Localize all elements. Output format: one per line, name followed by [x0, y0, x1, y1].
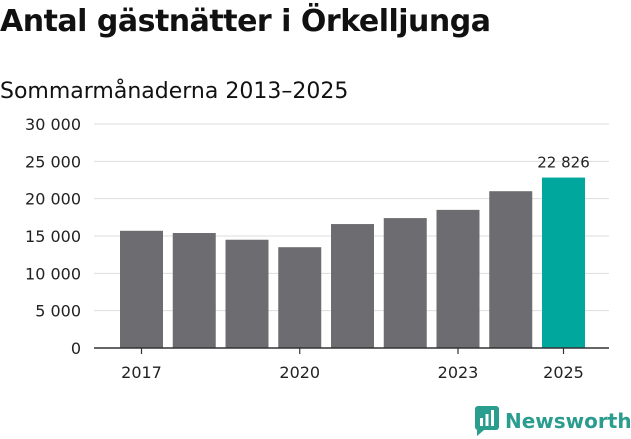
- y-tick-label: 5 000: [35, 302, 81, 321]
- bar: [225, 239, 269, 348]
- bar: [278, 247, 322, 348]
- x-tick-label: 2020: [279, 363, 320, 382]
- y-tick-label: 0: [71, 339, 81, 358]
- y-tick-label: 20 000: [25, 190, 81, 209]
- bar: [172, 233, 216, 348]
- y-tick-label: 15 000: [25, 227, 81, 246]
- chart-title: Antal gästnätter i Örkelljunga: [0, 4, 491, 39]
- bar: [331, 224, 374, 348]
- y-tick-label: 10 000: [25, 264, 81, 283]
- chart-subtitle: Sommarmånaderna 2013–2025: [0, 79, 349, 104]
- x-tick-label: 2023: [438, 363, 479, 382]
- bar: [489, 191, 533, 348]
- newsworthy-logo-icon: [475, 406, 499, 436]
- data-label: 22 826: [537, 154, 590, 172]
- y-tick-label: 25 000: [25, 152, 81, 171]
- newsworthy-logo: Newsworthy: [475, 406, 631, 436]
- bar: [383, 218, 427, 348]
- x-tick-label: 2025: [543, 363, 584, 382]
- y-tick-label: 30 000: [25, 115, 81, 134]
- bar: [120, 230, 163, 348]
- bar-highlight: [542, 177, 585, 348]
- bar: [436, 209, 480, 348]
- x-tick-label: 2017: [121, 363, 162, 382]
- newsworthy-logo-text: Newsworthy: [505, 409, 631, 433]
